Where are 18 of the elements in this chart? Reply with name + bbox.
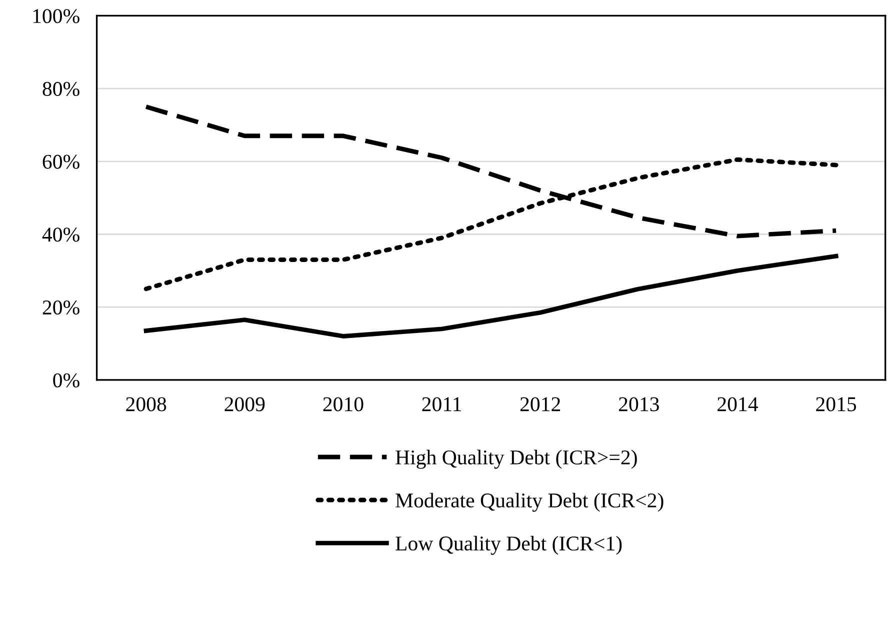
x-tick-label: 2011 xyxy=(422,397,461,412)
y-tick-label: 60% xyxy=(42,154,80,169)
y-tick-label: 80% xyxy=(42,82,80,96)
line-series xyxy=(144,254,838,338)
x-tick-label: 2010 xyxy=(323,397,364,412)
x-tick-label: 2013 xyxy=(618,397,659,412)
legend-label: High Quality Debt (ICR>=2) xyxy=(396,450,637,469)
x-tick-label: 2015 xyxy=(816,397,856,412)
y-tick-label: 0% xyxy=(53,373,80,388)
x-tick-label: 2014 xyxy=(718,397,758,412)
y-tick-label: 100% xyxy=(33,9,80,24)
y-tick-label: 20% xyxy=(42,300,80,315)
legend-label: Low Quality Debt (ICR<1) xyxy=(396,536,622,555)
x-tick-label: 2008 xyxy=(126,397,166,412)
x-tick-label: 2009 xyxy=(224,397,265,412)
y-tick-label: 40% xyxy=(42,228,80,242)
x-tick-label: 2012 xyxy=(520,397,560,412)
legend-label: Moderate Quality Debt (ICR<2) xyxy=(396,492,664,512)
